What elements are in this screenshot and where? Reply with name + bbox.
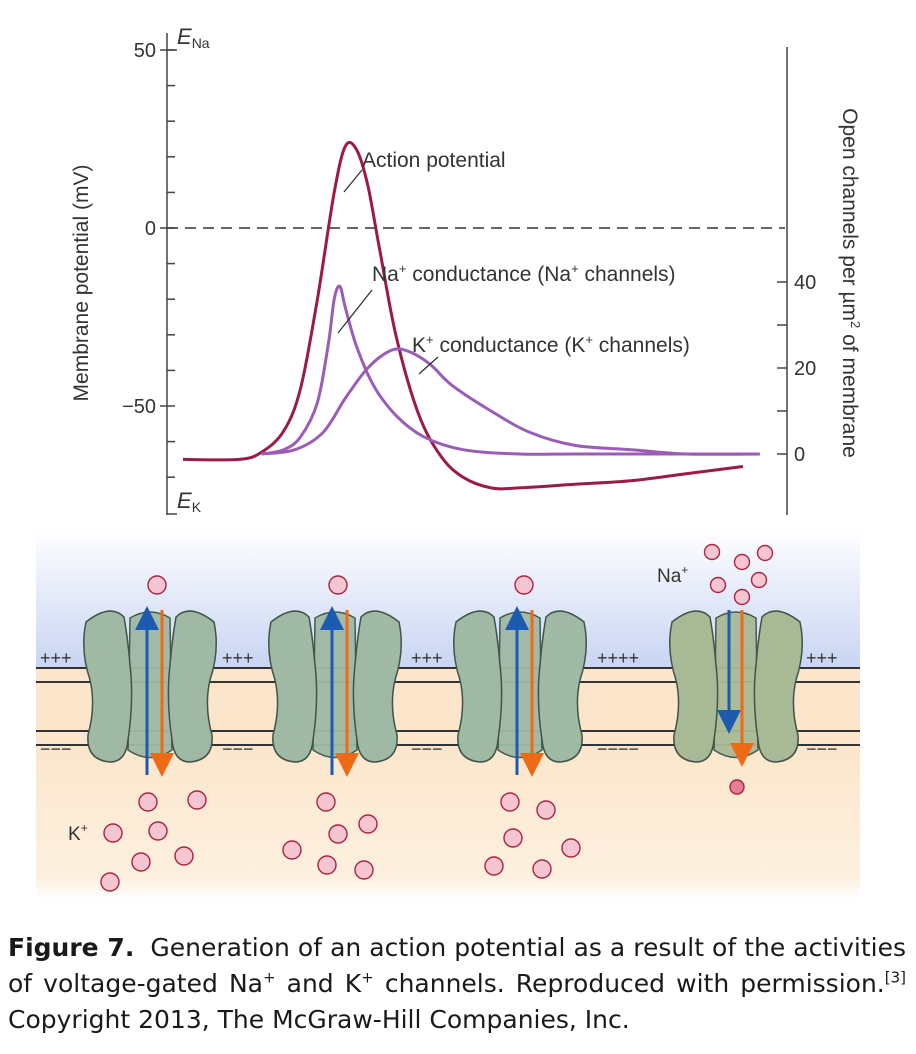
channel-left-subunit [669,610,719,763]
caption-text: Copyright 2013, The McGraw-Hill Companie… [8,1005,630,1034]
ion [282,840,302,860]
right-axis-tick-label: 0 [794,444,805,466]
outside-charges: ++++ [597,648,639,668]
right-axis-label: Open channels per µm2 of membrane [838,108,863,458]
channel-left-subunit [83,610,133,763]
ions [100,543,774,892]
ion-channels [83,606,803,777]
caption-text: Generation of an action potential as a r… [8,933,906,998]
figure: 50 0 −50 ENa EK Membrane potential (mV) 40… [36,24,863,900]
series-k-conductance-line [261,347,760,456]
ion [328,824,348,844]
ion [561,838,581,858]
left-axis-major-ticks: 50 0 −50 [122,40,177,515]
k-conductance-leader [418,356,439,375]
left-axis-tick-label: 0 [145,218,156,240]
ion [484,856,504,876]
inside-charges: −−−− [597,739,639,759]
left-axis-tick-label: −50 [122,396,156,418]
ion-channel [268,606,402,777]
ion-channel [83,606,217,777]
ion [147,575,167,595]
ion-channel [453,606,587,777]
membrane-diagram: +++ +++ +++ ++++ +++ −−− −−− −−− −−−− −−… [36,528,860,900]
na-ion [733,588,751,606]
ion [317,855,337,875]
ion [532,859,552,879]
inside-charges: −−− [222,739,254,759]
channel-right-subunit [352,610,402,763]
left-axis-label: Membrane potential (mV) [70,165,93,402]
outside-charges: +++ [40,648,72,668]
ion [514,575,534,595]
caption-text: and K [275,969,362,998]
ion [187,790,207,810]
na-ion [733,553,751,571]
outside-charges: +++ [411,648,443,668]
ion [103,823,123,843]
series-action-potential-line [182,140,744,491]
k-ion-label: K+ [68,821,88,845]
caption-text: channels. Reproduced with permission. [373,969,885,998]
ion [536,800,556,820]
na-conductance-leader [337,289,373,334]
ion [328,575,348,595]
ion [100,872,120,892]
action-potential-graph: 50 0 −50 ENa EK Membrane potential (mV) 40… [70,24,863,515]
ion [500,792,520,812]
right-axis-ticks: 40 20 0 [777,272,816,466]
na-ion [709,576,727,594]
right-axis-tick-label: 40 [794,272,816,294]
left-axis-tick-label: 50 [134,40,156,62]
action-potential-label: Action potential [362,149,506,172]
na-ion [729,779,745,795]
figure-caption: Figure 7. Generation of an action potent… [8,930,906,1038]
series-na-conductance-line [261,284,760,456]
ion [503,828,523,848]
ion [174,846,194,866]
outside-charges: +++ [806,648,838,668]
na-ion [750,571,768,589]
na-ion [756,544,774,562]
na-conductance-label: Na+ conductance (Na+ channels) [372,261,676,286]
k-conductance-label: K+ conductance (K+ channels) [412,332,690,357]
caption-superscript: + [361,968,374,987]
ion [131,852,151,872]
na-ion-label: Na+ [657,563,688,587]
channel-right-subunit [167,610,217,763]
channel-right-subunit [753,610,803,763]
caption-reference[interactable]: [3] [884,968,906,987]
figure-label: Figure 7. [8,933,135,962]
na-ion [703,543,721,561]
e-k-label: EK [177,488,202,515]
ion [358,814,378,834]
inside-charges: −−− [806,739,838,759]
channel-pore-subunit [312,611,358,759]
channel-pore-subunit [497,611,543,759]
ion-channel [669,610,803,767]
ion [354,860,374,880]
ion [148,821,168,841]
channel-pore-subunit [713,611,759,759]
outside-charges: +++ [222,648,254,668]
ion [316,792,336,812]
right-axis-tick-label: 20 [794,358,816,380]
left-axis-minor-ticks [167,49,175,478]
inside-charges: −−− [40,739,72,759]
channel-left-subunit [453,610,503,763]
ion [138,792,158,812]
e-na-label: ENa [177,24,210,51]
action-potential-leader [343,169,363,193]
channel-left-subunit [268,610,318,763]
inside-charges: −−− [411,739,443,759]
channel-pore-subunit [127,611,173,759]
caption-superscript: + [262,968,276,987]
channel-right-subunit [537,610,587,763]
